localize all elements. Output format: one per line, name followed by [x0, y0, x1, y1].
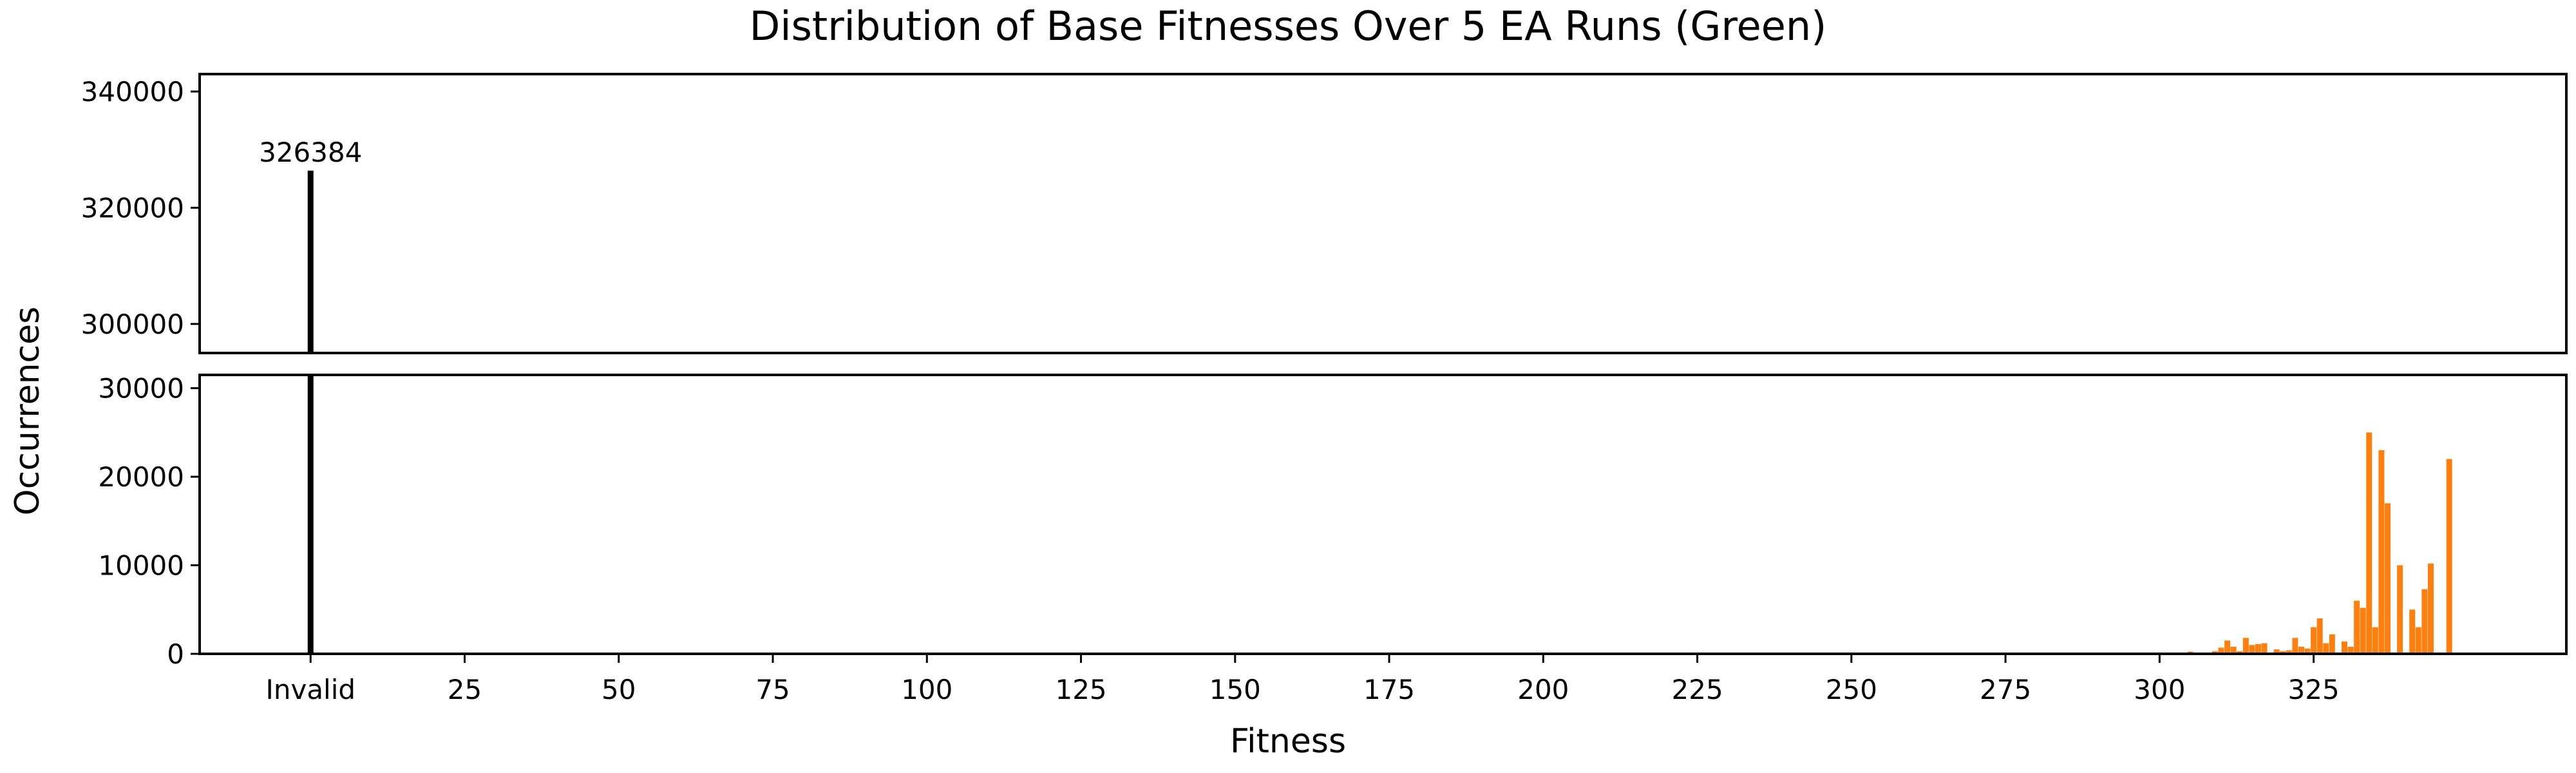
fitness-bar: [2224, 640, 2231, 654]
fitness-bar: [2218, 647, 2224, 654]
bottom-bar-invalid: [307, 375, 314, 654]
fitness-bar: [2292, 638, 2298, 654]
x-tick-label: 275: [1980, 674, 2031, 705]
fitness-bar: [2316, 618, 2323, 654]
fitness-bar: [2273, 649, 2280, 654]
fitness-bar: [2366, 432, 2372, 654]
x-tick-label: 50: [601, 674, 636, 705]
fitness-bar: [2311, 627, 2317, 654]
bottom-y-tick-label: 20000: [98, 461, 184, 493]
fitness-bar: [2211, 651, 2218, 654]
x-axis: Invalid 25 50 75 100 125 150 175 200 225 250 275 300…: [265, 654, 2340, 705]
x-tick-label: 75: [755, 674, 790, 705]
fitness-bar: [2304, 648, 2311, 654]
fitness-bar: [2421, 589, 2428, 654]
fitness-bar: [2372, 627, 2378, 654]
invalid-bar-label: 326384: [259, 137, 362, 168]
fitness-bar: [2323, 643, 2329, 654]
bottom-y-tick-label: 30000: [98, 373, 184, 405]
fitness-bar: [2329, 634, 2335, 654]
fitness-bar: [2415, 627, 2421, 654]
fitness-bar: [2242, 638, 2249, 654]
top-panel-frame: [198, 73, 2568, 354]
fitness-bar: [2261, 643, 2268, 654]
fitness-bar: [2378, 450, 2385, 654]
top-bar-invalid: [307, 170, 314, 353]
x-tick-label: 125: [1055, 674, 1106, 705]
bottom-panel: 0 10000 20000 30000: [98, 373, 2568, 670]
top-y-tick-label: 320000: [81, 192, 184, 224]
x-tick-label: 325: [2288, 674, 2340, 705]
top-y-tick-label: 340000: [81, 76, 184, 108]
top-panel: 300000 320000 340000 326384: [81, 73, 2568, 354]
fitness-bar: [2360, 607, 2366, 654]
top-y-tick-label: 300000: [81, 309, 184, 340]
fitness-bar: [2446, 459, 2452, 654]
x-tick-label: 25: [448, 674, 482, 705]
fitness-bar: [2237, 651, 2243, 654]
x-tick-label: 175: [1363, 674, 1415, 705]
fitness-bar: [2354, 600, 2360, 654]
fitness-bar: [2249, 645, 2255, 654]
fitness-bar: [2397, 565, 2403, 654]
y-axis-label: Occurrences: [8, 307, 47, 515]
chart-title: Distribution of Base Fitnesses Over 5 EA…: [750, 3, 1827, 50]
bottom-y-tick-label: 10000: [98, 550, 184, 582]
x-tick-label: 300: [2134, 674, 2185, 705]
fitness-bar: [2341, 641, 2347, 654]
x-tick-label: 100: [901, 674, 952, 705]
fitness-bar: [2409, 609, 2416, 654]
x-tick-label: Invalid: [265, 674, 355, 705]
fitness-bar: [2286, 650, 2292, 654]
x-tick-label: 150: [1209, 674, 1261, 705]
fitness-bar: [2347, 647, 2354, 654]
x-tick-label: 225: [1672, 674, 1723, 705]
fitness-bar: [2280, 651, 2286, 654]
x-tick-label: 200: [1517, 674, 1569, 705]
bottom-y-tick-label: 0: [167, 638, 184, 670]
fitness-bar: [2427, 563, 2434, 654]
fitness-bar: [2298, 647, 2304, 654]
fitness-bar: [2255, 644, 2261, 654]
x-axis-label: Fitness: [1230, 722, 1346, 761]
bottom-panel-frame: [198, 374, 2568, 655]
x-tick-label: 250: [1826, 674, 1877, 705]
fitness-bar: [2230, 647, 2237, 654]
fitness-bar: [2384, 503, 2391, 654]
